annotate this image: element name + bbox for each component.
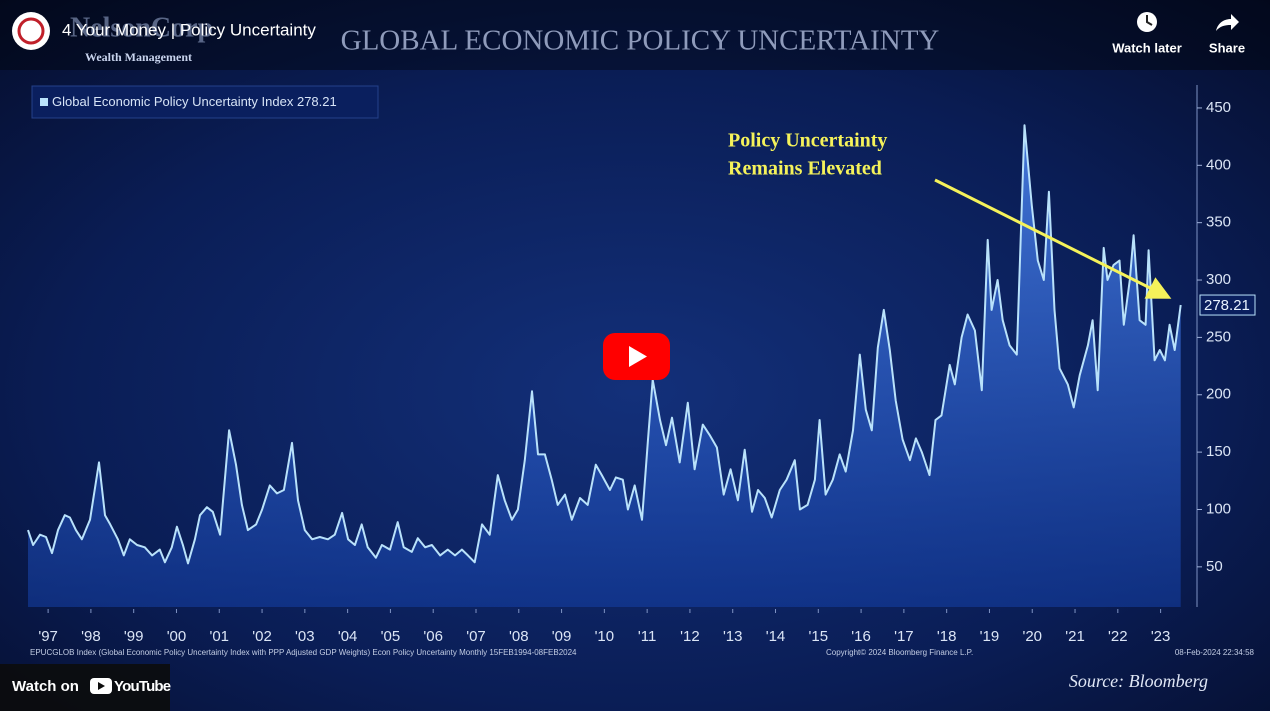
x-tick-label: '00 — [167, 628, 187, 645]
x-tick-label: '10 — [595, 628, 615, 645]
y-tick-label: 350 — [1206, 214, 1231, 231]
x-tick-label: '98 — [81, 628, 101, 645]
last-value-label: 278.21 — [1204, 297, 1250, 314]
legend-swatch — [40, 98, 48, 106]
area-fill — [28, 125, 1181, 607]
annotation-line: Policy Uncertainty — [728, 130, 887, 152]
x-tick-label: '15 — [809, 628, 829, 645]
annotation-arrow — [934, 178, 1172, 299]
y-tick-label: 400 — [1206, 156, 1231, 173]
y-tick-label: 450 — [1206, 99, 1231, 116]
x-tick-label: '07 — [466, 628, 486, 645]
y-tick-label: 150 — [1206, 443, 1231, 460]
chart-source: Source: Bloomberg — [1069, 671, 1208, 691]
avatar-logo[interactable] — [17, 17, 45, 45]
legend-box — [31, 85, 379, 119]
watch-on-bg[interactable] — [0, 664, 170, 711]
x-tick-label: '20 — [1022, 628, 1042, 645]
x-tick-label: '23 — [1151, 628, 1171, 645]
y-tick-label: 50 — [1206, 558, 1223, 575]
play-icon[interactable] — [629, 346, 647, 367]
watch-later-button[interactable]: Watch later — [1112, 12, 1182, 55]
x-tick-label: '11 — [638, 628, 656, 645]
series-line — [27, 124, 1182, 565]
share-button[interactable]: Share — [1209, 14, 1245, 55]
watch-later-label[interactable]: Watch later — [1112, 40, 1182, 55]
y-tick-label: 250 — [1206, 328, 1231, 345]
legend-label: Global Economic Policy Uncertainty Index — [52, 94, 294, 109]
top-shade — [0, 0, 1270, 70]
x-tick-label: '19 — [980, 628, 1000, 645]
legend-value: 278.21 — [297, 94, 337, 109]
x-tick-label: '99 — [124, 628, 144, 645]
share-label[interactable]: Share — [1209, 40, 1245, 55]
x-tick-label: '01 — [209, 628, 229, 645]
video-title[interactable]: 4 Your Money | Policy Uncertainty — [62, 20, 316, 39]
x-tick-label: '18 — [937, 628, 957, 645]
share-icon[interactable] — [1216, 14, 1239, 31]
x-tick-label: '04 — [338, 628, 358, 645]
x-tick-label: '21 — [1065, 628, 1085, 645]
brand-tagline: Wealth Management — [85, 50, 192, 64]
play-button[interactable] — [603, 333, 670, 380]
x-tick-label: '13 — [723, 628, 743, 645]
x-tick-label: '08 — [509, 628, 529, 645]
x-tick-label: '17 — [894, 628, 914, 645]
x-tick-label: '16 — [851, 628, 871, 645]
x-tick-label: '06 — [423, 628, 443, 645]
footer-copyright: Copyright© 2024 Bloomberg Finance L.P. — [826, 648, 973, 657]
y-tick-label: 200 — [1206, 386, 1231, 403]
annotation-line: Remains Elevated — [728, 158, 882, 180]
x-tick-label: '12 — [680, 628, 700, 645]
chart-title: GLOBAL ECONOMIC POLICY UNCERTAINTY — [341, 25, 940, 57]
footer-timestamp: 08-Feb-2024 22:34:58 — [1175, 648, 1255, 657]
youtube-label[interactable]: YouTube — [114, 678, 172, 695]
last-value-tag — [1199, 294, 1256, 316]
x-tick-label: '02 — [252, 628, 272, 645]
channel-avatar[interactable] — [12, 12, 50, 50]
x-tick-label: '03 — [295, 628, 315, 645]
x-tick-label: '22 — [1108, 628, 1128, 645]
footer-description: EPUCGLOB Index (Global Economic Policy U… — [30, 648, 577, 657]
x-tick-label: '09 — [552, 628, 572, 645]
y-tick-label: 300 — [1206, 271, 1231, 288]
watch-on-youtube[interactable]: Watch on YouTube — [0, 664, 172, 711]
x-tick-label: '05 — [381, 628, 401, 645]
y-tick-label: 100 — [1206, 500, 1231, 517]
youtube-logo-play[interactable] — [98, 682, 105, 690]
brand-name: NelsonCorp — [70, 12, 213, 43]
legend-entry: Global Economic Policy Uncertainty Index… — [52, 94, 337, 109]
x-tick-label: '97 — [38, 628, 58, 645]
x-tick-label: '14 — [766, 628, 786, 645]
plot-area: 50 100 150 200 250 300 350 400 450 '97 '98 '99 '00 '0… — [27, 85, 1256, 645]
watch-on-label[interactable]: Watch on — [12, 678, 79, 695]
clock-hands[interactable] — [1146, 15, 1153, 26]
